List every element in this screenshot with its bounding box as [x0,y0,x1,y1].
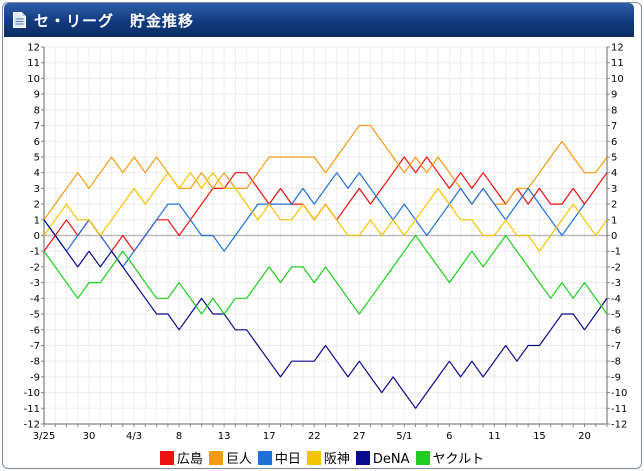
y-tick-label-right: 12 [611,43,624,54]
legend-item: 巨人 [208,448,252,467]
y-tick-label-left: -9 [30,372,40,383]
panel-header: セ・リーグ 貯金推移 [4,3,634,37]
y-tick-label-right: 5 [611,152,617,163]
y-tick-label-right: 6 [611,137,617,148]
legend-swatch [306,451,321,465]
legend-label: 中日 [274,452,301,467]
y-tick-label-right: -10 [611,388,627,399]
y-tick-label-left: 10 [27,74,40,85]
legend-label: 阪神 [323,452,350,467]
y-tick-label-right: 3 [611,184,617,195]
x-tick-label: 4/3 [126,431,142,442]
legend-swatch [159,451,174,465]
y-tick-label-left: 7 [34,121,40,132]
y-tick-label-left: 2 [34,200,40,211]
y-tick-label-left: 5 [34,152,40,163]
x-tick-label: 11 [488,431,501,442]
y-tick-label-right: 9 [611,90,617,101]
y-tick-label-left: -4 [30,294,40,305]
y-tick-label-right: -8 [611,357,621,368]
y-tick-label-left: -6 [30,325,40,336]
y-tick-label-right: 7 [611,121,617,132]
y-tick-label-right: 2 [611,200,617,211]
x-tick-label: 13 [218,431,231,442]
y-tick-label-left: -7 [30,341,40,352]
legend-label: 広島 [176,452,203,467]
y-tick-label-right: 11 [611,58,624,69]
y-tick-label-right: 0 [611,231,617,242]
x-tick-label: 22 [308,431,321,442]
x-tick-label: 15 [533,431,546,442]
y-tick-label-right: -7 [611,341,621,352]
y-tick-label-left: 6 [34,137,40,148]
x-tick-label: 30 [83,431,96,442]
y-tick-label-left: -12 [24,420,40,431]
y-tick-label-left: 9 [34,90,40,101]
y-tick-label-right: 10 [611,74,624,85]
y-tick-label-right: 1 [611,215,617,226]
legend-swatch [208,451,223,465]
legend-item: 広島 [159,448,203,467]
legend-swatch [355,451,370,465]
document-icon [13,12,26,28]
y-tick-label-left: 12 [27,43,40,54]
y-tick-label-left: -3 [30,278,40,289]
chart-legend: 広島 巨人 中日 阪神 DeNA ヤクルト [0,448,644,467]
y-tick-label-right: -6 [611,325,621,336]
series-line-DeNA [43,219,608,409]
y-tick-label-left: 3 [34,184,40,195]
y-tick-label-left: 0 [34,231,40,242]
series-line-阪神 [43,172,608,252]
x-tick-label: 3/25 [33,431,55,442]
legend-swatch [415,451,430,465]
legend-item: 中日 [257,448,301,467]
y-tick-label-left: -5 [30,310,40,321]
x-tick-label: 27 [353,431,366,442]
y-tick-label-right: -1 [611,247,621,258]
series-line-ヤクルト [43,234,608,315]
series-line-中日 [43,172,585,268]
y-tick-label-left: -2 [30,262,40,273]
x-tick-label: 17 [263,431,276,442]
y-tick-label-right: -3 [611,278,621,289]
chart-title: セ・リーグ 貯金推移 [34,12,195,30]
y-tick-label-left: 1 [34,215,40,226]
y-tick-label-right: -2 [611,262,621,273]
y-tick-label-left: 4 [34,168,40,179]
legend-item: 阪神 [306,448,350,467]
legend-item: DeNA [355,451,410,467]
legend-label: 巨人 [225,452,252,467]
legend-item: ヤクルト [415,448,485,467]
series-line-巨人 [43,124,608,221]
legend-label: DeNA [372,452,410,467]
y-tick-label-right: -5 [611,310,621,321]
y-tick-label-right: -12 [611,420,627,431]
y-tick-label-right: 8 [611,105,617,116]
y-tick-label-right: -11 [611,404,627,415]
x-tick-label: 5/1 [396,431,412,442]
y-tick-label-left: -1 [30,247,40,258]
y-tick-label-left: -11 [24,404,40,415]
y-tick-label-right: -4 [611,294,621,305]
legend-label: ヤクルト [432,452,485,467]
x-tick-label: 20 [578,431,591,442]
x-tick-label: 8 [176,431,182,442]
legend-swatch [257,451,272,465]
x-tick-label: 6 [446,431,452,442]
y-tick-label-left: 11 [27,58,40,69]
y-tick-label-left: -10 [24,388,40,399]
y-tick-label-left: 8 [34,105,40,116]
y-tick-label-left: -8 [30,357,40,368]
y-tick-label-right: -9 [611,372,621,383]
y-tick-label-right: 4 [611,168,617,179]
